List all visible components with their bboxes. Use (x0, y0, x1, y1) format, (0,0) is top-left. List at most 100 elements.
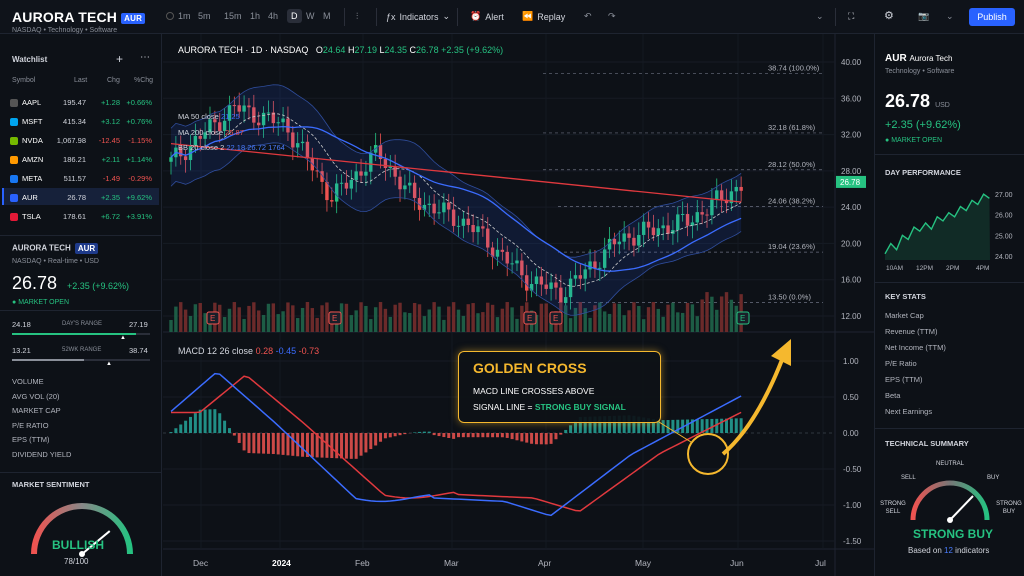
candle (500, 249, 505, 252)
compare-button[interactable]: ⫶ (356, 11, 358, 22)
price-tick: 24.00 (841, 203, 862, 212)
earnings-marker[interactable] (523, 311, 537, 325)
earnings-marker[interactable] (206, 311, 220, 325)
volume-bar (598, 302, 602, 332)
macd-hist-bar (184, 420, 188, 433)
timeframe-4h[interactable]: 4h (268, 11, 279, 21)
settings-button[interactable]: ⚙ (884, 9, 894, 22)
watchlist-menu-button[interactable]: ⋯ (140, 52, 150, 63)
timeframe-W[interactable]: W (306, 11, 315, 21)
candle (393, 166, 397, 177)
symbol-logo-icon (10, 175, 18, 183)
macd-hist-bar (223, 420, 227, 433)
watchlist-last: 26.78 (67, 193, 86, 202)
candle (432, 203, 436, 214)
volume-bar (412, 302, 417, 332)
candle (481, 226, 485, 229)
layout-menu-button[interactable]: ⌄ (816, 11, 824, 22)
volume-bar (534, 314, 539, 332)
fib-label: 13.50 (0.0%) (768, 292, 811, 301)
watchlist-symbol[interactable]: TSLA (22, 212, 41, 221)
candle (183, 156, 188, 161)
gauge-arc (31, 503, 133, 555)
stat-label: Next Earnings (885, 407, 933, 416)
wk-range-label: 52WK RANGE (62, 347, 102, 353)
ma200-legend: MA 200 close 25.87 (178, 128, 244, 137)
macd-hist-bar (632, 415, 636, 433)
volume-bar (261, 314, 266, 332)
volume-bar (403, 312, 407, 332)
macd-hist-bar (379, 433, 383, 442)
day-performance-chart: 27.00 26.00 25.00 24.00 10AM 12PM 2PM 4PM (884, 192, 1013, 272)
timeframe-D[interactable]: D (287, 9, 302, 23)
alert-button[interactable]: ⏰ Alert (470, 11, 504, 22)
price-chart[interactable]: 40.00 36.00 32.00 28.00 24.00 20.00 16.00 12.00… (163, 34, 874, 576)
candle (695, 212, 699, 223)
volume-bar (300, 307, 305, 332)
macd-hist-bar (344, 433, 348, 459)
watchlist-symbol[interactable]: MSFT (22, 117, 43, 126)
macd-hist-bar (544, 433, 548, 445)
candle (417, 197, 422, 210)
earnings-marker[interactable] (736, 311, 750, 325)
redo-button[interactable]: ↷ (608, 11, 616, 22)
watchlist-symbol[interactable]: NVDA (22, 136, 43, 145)
earnings-marker[interactable] (328, 311, 342, 325)
timeframe-15m[interactable]: 15m (224, 11, 242, 21)
earnings-marker[interactable] (549, 311, 563, 325)
publish-button[interactable]: Publish (969, 8, 1015, 26)
gauge-needle (81, 530, 111, 555)
macd-hist-bar (169, 432, 173, 433)
fib-label: 28.12 (50.0%) (768, 160, 816, 169)
macd-hist-bar (413, 432, 417, 433)
right-sub: Technology • Software (885, 68, 955, 75)
volume-bar (437, 306, 441, 332)
candle (208, 119, 212, 133)
perf-tick: 27.00 (995, 192, 1013, 199)
timeframe-M[interactable]: M (323, 11, 331, 21)
indicators-button[interactable]: ƒx Indicators ⌄ (386, 11, 451, 22)
macd-hist-bar (525, 433, 529, 443)
price-tick: 28.00 (841, 167, 862, 176)
volume-bar (617, 303, 622, 332)
volume-bar (305, 302, 310, 332)
timeframe-5m[interactable]: 5m (198, 11, 211, 21)
key-stat-row: Revenue (TTM)2.41B (885, 327, 1013, 336)
price-tick: 36.00 (841, 94, 862, 103)
macd-legend: MACD 12 26 close 0.28 -0.45 -0.73 (178, 346, 320, 356)
watchlist-last: 1,067.98 (56, 136, 86, 145)
snapshot-button[interactable]: 📷 (918, 11, 929, 22)
replay-button[interactable]: ⏪ Replay (522, 11, 566, 22)
volume-bar (388, 316, 392, 332)
macd-hist-bar (656, 419, 660, 433)
macd-hist-bar (257, 433, 261, 454)
watchlist-symbol[interactable]: AAPL (22, 98, 42, 107)
macd-hist-bar (627, 415, 631, 433)
volume-bar (203, 313, 207, 332)
timeframe-1m[interactable]: 1m (178, 11, 191, 21)
symbol-logo-icon (10, 99, 18, 107)
candle (539, 276, 544, 285)
candle (408, 182, 412, 186)
watchlist-chg: -1.49 (102, 174, 120, 183)
quote-stat-row: P/E RATIO28.45 (12, 421, 152, 430)
macd-hist-bar (242, 433, 246, 451)
fullscreen-button[interactable]: ⛶ (848, 11, 854, 22)
add-symbol-button[interactable]: + (116, 52, 123, 66)
watchlist-symbol[interactable]: AMZN (22, 155, 44, 164)
price-tick: 40.00 (841, 58, 862, 67)
candle (344, 182, 349, 189)
watchlist-symbol[interactable]: META (22, 174, 43, 183)
volume-bar (227, 308, 232, 332)
timeframe-1h[interactable]: 1h (250, 11, 261, 21)
watchlist-pct: +9.62% (126, 193, 152, 202)
wk-range-marker: ▲ (106, 361, 112, 367)
watchlist-symbol[interactable]: AUR (22, 193, 38, 202)
more-button[interactable]: ⌄ (946, 11, 954, 22)
clock-icon[interactable] (166, 12, 174, 20)
watchlist-chg: +1.28 (101, 98, 120, 107)
undo-button[interactable]: ↶ (584, 11, 592, 22)
volume-bar (252, 302, 256, 332)
volume-bar (602, 311, 607, 332)
stat-label: VOLUME (12, 377, 44, 386)
